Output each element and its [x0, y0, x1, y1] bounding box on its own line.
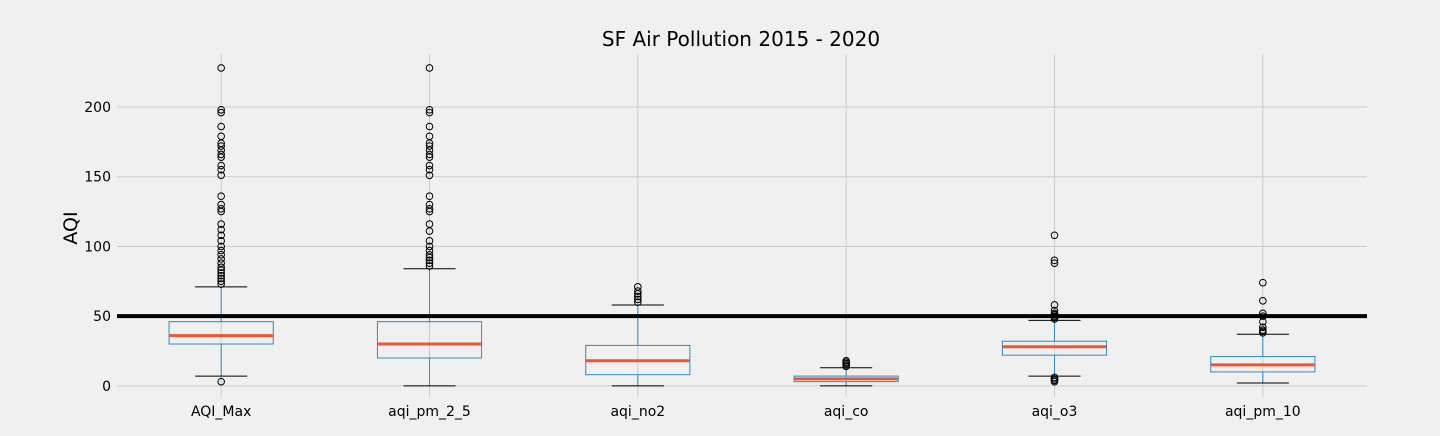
outlier-point [217, 192, 225, 201]
outlier-point [217, 269, 225, 277]
outlier-point [217, 150, 225, 159]
outlier-point [217, 231, 225, 240]
outlier-point [217, 277, 225, 286]
outlier-point [425, 161, 434, 170]
x-tick-label: aqi_o3 [1032, 404, 1078, 420]
y-tick-label: 50 [93, 309, 111, 325]
outlier-point [217, 108, 225, 117]
outlier-point [425, 242, 434, 251]
outlier-point [634, 287, 642, 295]
x-tick-label: aqi_pm_10 [1225, 404, 1301, 420]
outlier-point [425, 250, 434, 259]
outlier-point [217, 64, 225, 72]
outlier-point [634, 295, 642, 304]
box-aqi_no2 [585, 283, 691, 387]
outlier-point [1259, 278, 1267, 287]
x-tick-label: aqi_pm_2_5 [388, 404, 471, 420]
outlier-point [425, 105, 434, 114]
outlier-point [217, 161, 225, 170]
outlier-point [1259, 323, 1267, 332]
outlier-point [425, 259, 434, 267]
outlier-point [217, 171, 225, 180]
outlier-point [425, 165, 434, 174]
chart-title: SF Air Pollution 2015 - 2020 [602, 27, 880, 51]
y-tick-label: 150 [84, 170, 111, 186]
outlier-point [634, 298, 642, 306]
outlier-point [217, 280, 225, 288]
outlier-point [842, 356, 850, 365]
outlier-point [217, 263, 225, 272]
outlier-point [1050, 306, 1059, 315]
outlier-point [217, 105, 225, 114]
y-tick-label: 0 [102, 379, 111, 395]
outlier-point [217, 165, 225, 174]
y-axis-label: AQI [60, 211, 82, 244]
outlier-point [425, 142, 434, 150]
outlier-point [217, 204, 225, 213]
ticks: 0 50 100 150 200 AQI_Max aqi_pm_2_5 aqi_no2 aqi_… [84, 100, 1300, 420]
outlier-point [217, 242, 225, 251]
outlier-point [425, 237, 434, 245]
outlier-point [217, 220, 225, 228]
outlier-point [217, 259, 225, 267]
outlier-point [425, 64, 434, 72]
outlier-point [217, 225, 225, 234]
outlier-point [217, 237, 225, 245]
outlier-point [217, 255, 225, 263]
x-tick-label: AQI_Max [191, 404, 251, 420]
outlier-point [425, 200, 434, 209]
outlier-point [217, 250, 225, 259]
outlier-point [217, 122, 225, 131]
box-aqi_co [793, 356, 899, 387]
outlier-point [217, 271, 225, 280]
outlier-point [217, 274, 225, 283]
outlier-point [1259, 326, 1267, 334]
outlier-point [634, 292, 642, 301]
box-iqr [168, 321, 274, 345]
outlier-point [425, 204, 434, 213]
outlier-point [217, 200, 225, 209]
outlier-point [1050, 301, 1059, 309]
boxes [168, 64, 1316, 387]
box-aqi_pm_2_5 [376, 64, 483, 387]
y-tick-label: 100 [84, 239, 111, 255]
outlier-point [1050, 259, 1059, 267]
outlier-point [425, 220, 434, 228]
outlier-point [1259, 296, 1267, 305]
outlier-point [425, 246, 434, 255]
outlier-point [217, 246, 225, 255]
outlier-point [425, 262, 434, 270]
outlier-point [425, 122, 434, 131]
grid [117, 54, 1367, 397]
outlier-point [1050, 256, 1059, 265]
outlier-point [425, 132, 434, 141]
outlier-point [217, 377, 225, 386]
outlier-point [634, 283, 642, 291]
outlier-point [217, 142, 225, 150]
outlier-point [425, 108, 434, 117]
y-tick-label: 200 [84, 100, 111, 116]
outlier-point [1259, 317, 1267, 326]
outlier-point [1050, 373, 1059, 382]
outlier-point [425, 192, 434, 201]
outlier-point [1050, 231, 1059, 240]
outlier-point [425, 150, 434, 159]
box-iqr [376, 321, 483, 359]
x-tick-label: aqi_no2 [610, 404, 665, 420]
x-tick-label: aqi_co [824, 404, 869, 420]
outlier-point [425, 171, 434, 180]
outlier-point [217, 132, 225, 141]
outlier-point [425, 256, 434, 265]
